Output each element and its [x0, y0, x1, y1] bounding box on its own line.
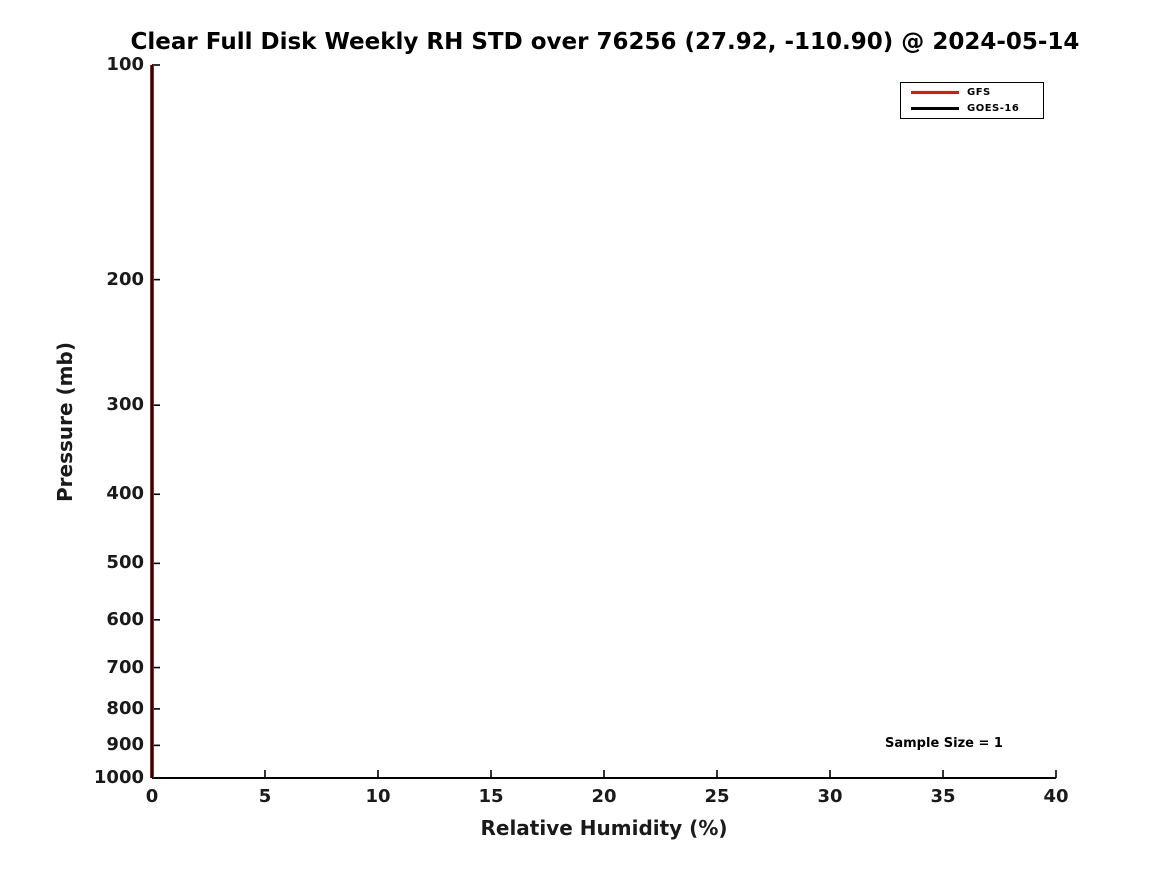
y-tick-label: 900: [106, 734, 144, 756]
x-axis-label: Relative Humidity (%): [480, 816, 728, 840]
gfs-line-swatch: [911, 91, 959, 94]
x-tick-label: 0: [145, 786, 159, 807]
y-tick-label: 400: [106, 483, 144, 505]
legend-item-gfs: GFS: [901, 86, 1043, 99]
x-tick-label: 20: [591, 786, 617, 807]
y-tick-label: 500: [106, 552, 144, 574]
y-tick-label: 1000: [93, 767, 144, 788]
goes16-line-swatch: [911, 107, 959, 110]
chart-title: Clear Full Disk Weekly RH STD over 76256…: [130, 29, 1080, 55]
y-tick-label: 100: [106, 54, 144, 75]
legend-label-gfs: GFS: [967, 87, 991, 98]
x-tick-label: 10: [365, 786, 391, 807]
x-tick-label: 40: [1043, 786, 1069, 807]
legend-item-goes16: GOES-16: [901, 102, 1043, 115]
legend-label-goes16: GOES-16: [967, 103, 1020, 114]
x-tick-label: 30: [817, 786, 843, 807]
x-tick-label: 35: [930, 786, 956, 807]
legend: GFS GOES-16: [900, 82, 1044, 119]
y-tick-label: 300: [106, 394, 144, 416]
y-tick-label: 200: [106, 268, 144, 290]
y-tick-label: 700: [106, 656, 144, 678]
x-tick-label: 15: [478, 786, 504, 807]
sample-size-annotation: Sample Size = 1: [885, 736, 1003, 751]
x-tick-label: 5: [258, 786, 272, 807]
y-tick-label: 800: [106, 697, 144, 719]
y-tick-label: 600: [106, 608, 144, 630]
x-tick-label: 25: [704, 786, 730, 807]
